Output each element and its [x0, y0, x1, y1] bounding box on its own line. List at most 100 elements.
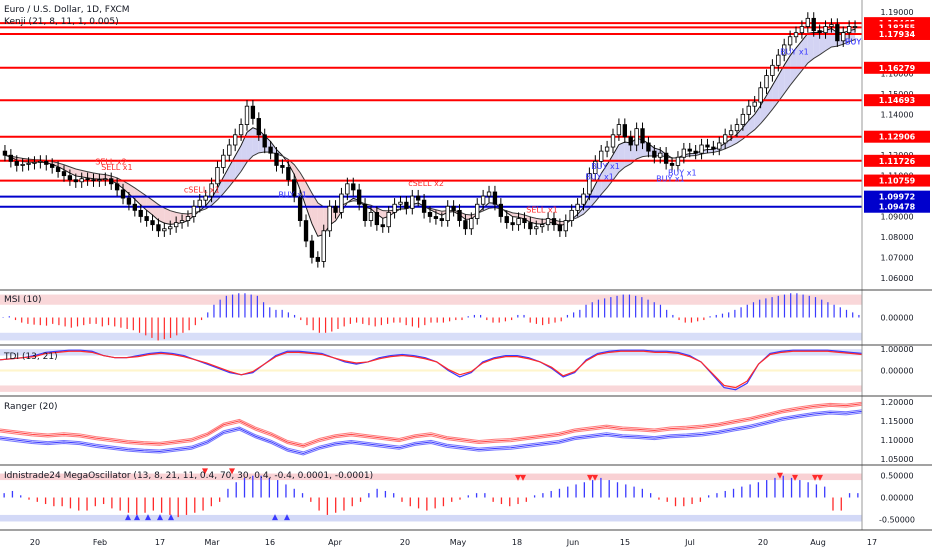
candle: [469, 218, 474, 230]
kenji-cloud-segment: [465, 214, 472, 220]
candle: [221, 154, 226, 168]
candle: [427, 212, 433, 217]
time-tick-label: Aug: [810, 538, 826, 547]
signal-label: BUY x1: [585, 172, 614, 181]
candle: [339, 193, 344, 213]
candle: [522, 218, 527, 224]
candle: [162, 228, 167, 232]
mega-down-arrow: [592, 474, 598, 481]
candle: [776, 54, 781, 66]
candle: [557, 224, 563, 232]
kenji-indicator-label[interactable]: Kenji (21, 8, 11, 1, 0.005): [4, 17, 119, 27]
mega-upper-zone: [0, 473, 862, 481]
level-tag-label: 1.18255: [879, 23, 916, 32]
candle: [286, 167, 291, 181]
candle: [604, 146, 610, 152]
time-tick-label: 17: [155, 538, 165, 547]
candle: [723, 134, 728, 144]
price-tick-label: 1.08000: [880, 233, 913, 242]
level-tag: [864, 27, 930, 40]
level-tag-label: 1.12906: [879, 133, 916, 142]
ranger-title[interactable]: Ranger (20): [4, 402, 58, 412]
candle: [233, 134, 238, 146]
price-tick-label: 1.19000: [880, 8, 913, 17]
msi-title[interactable]: MSI (10): [4, 295, 41, 305]
candle: [132, 203, 137, 211]
candle: [103, 178, 108, 181]
kenji-cloud-segment: [75, 169, 82, 177]
time-tick-label: 18: [512, 538, 522, 547]
mega-tick-label: -0.50000: [879, 515, 915, 524]
level-tag: [864, 154, 930, 167]
tdi-mid-zone: [0, 369, 862, 372]
candle: [238, 124, 244, 136]
candle: [510, 222, 515, 226]
mega-down-arrow: [817, 474, 823, 481]
signal-label: BUY x1: [656, 174, 685, 183]
mega-lower-zone: [0, 514, 862, 522]
kenji-fast-line: [4, 27, 856, 237]
tdi-title[interactable]: TDI (13, 21): [3, 352, 58, 362]
candle: [846, 26, 852, 34]
candle: [646, 142, 651, 152]
candle: [73, 179, 78, 183]
ranger-tick-label: 1.10000: [880, 436, 913, 445]
kenji-cloud-segment: [317, 202, 324, 237]
candle: [262, 134, 267, 148]
candle: [823, 26, 828, 34]
candle: [658, 152, 663, 158]
candle: [250, 105, 256, 119]
chart-title: Euro / U.S. Dollar, 1D, FXCM: [4, 5, 130, 15]
candle: [711, 146, 716, 150]
candle: [681, 148, 687, 158]
candle: [628, 136, 633, 146]
candle: [793, 32, 799, 38]
level-tag: [864, 190, 930, 203]
mega-up-arrow: [125, 514, 131, 521]
time-axis[interactable]: 20 Feb 17 Mar 16 Apr 20 May 18 Jun 15 Jul 20 Aug 17: [0, 531, 932, 550]
kenji-cloud-segment: [146, 196, 153, 216]
candle: [581, 193, 586, 205]
kenji-cloud-segment: [624, 142, 631, 168]
kenji-cloud-segment: [170, 210, 177, 225]
candle: [120, 189, 126, 199]
candle: [475, 203, 480, 219]
candle: [451, 205, 456, 211]
signal-label: cSELL x2: [408, 179, 444, 188]
candle: [203, 195, 208, 201]
candle: [109, 178, 114, 185]
mega-up-arrow: [284, 514, 290, 521]
level-tag: [864, 94, 930, 107]
level-tag: [864, 130, 930, 143]
mega-down-arrow: [515, 474, 521, 481]
candle: [227, 144, 232, 156]
kenji-cloud-segment: [813, 32, 820, 59]
kenji-cloud-segment: [87, 171, 94, 179]
mega-down-arrow: [777, 472, 783, 479]
candle: [805, 17, 810, 27]
candle: [404, 201, 409, 209]
candle: [640, 128, 645, 144]
candle: [61, 171, 67, 177]
candle: [386, 212, 391, 228]
mega-up-arrow: [134, 514, 140, 521]
kenji-cloud-segment: [577, 207, 584, 218]
candle: [126, 197, 132, 205]
ranger-lower-band: [0, 409, 863, 453]
candle: [740, 113, 746, 125]
candle: [362, 203, 368, 221]
mega-down-arrow: [202, 468, 208, 475]
ranger-lower-band: [0, 412, 863, 456]
candle: [38, 160, 43, 163]
mega-title[interactable]: Idnistrade24 MegaOscillator (13, 8, 21, …: [4, 471, 373, 481]
level-tag-label: 1.09972: [879, 193, 915, 202]
candle: [593, 160, 598, 174]
kenji-cloud-segment: [217, 177, 224, 200]
candle: [185, 216, 191, 221]
ranger-upper-band: [0, 404, 863, 448]
price-tick-label: 1.09000: [880, 213, 913, 222]
candle: [516, 218, 521, 226]
candle: [534, 226, 539, 230]
kenji-cloud-segment: [152, 200, 159, 221]
